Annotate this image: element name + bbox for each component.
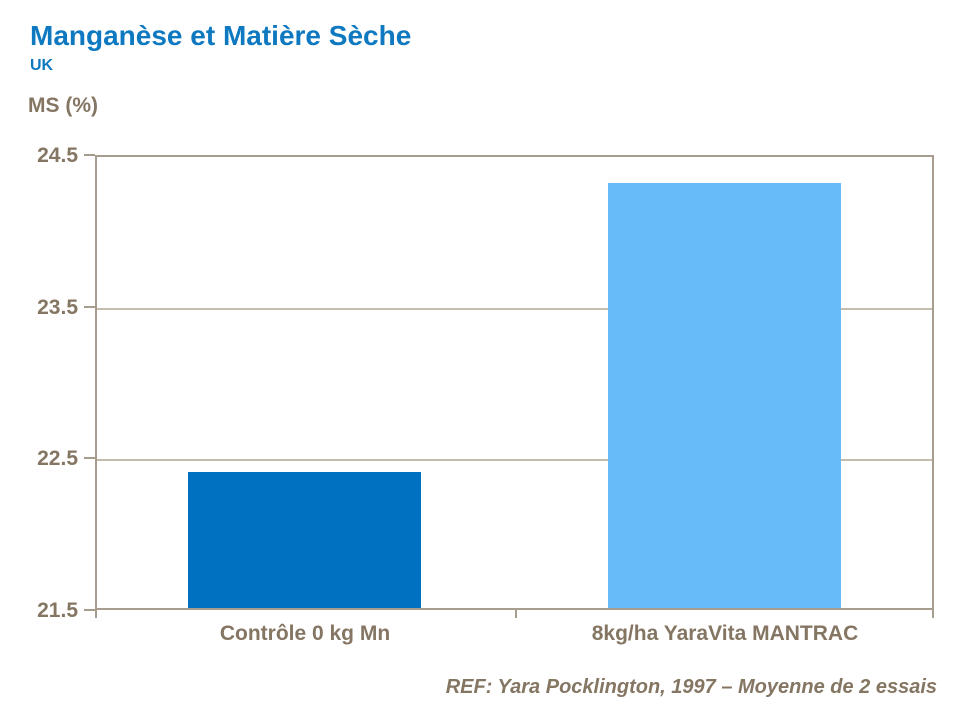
chart-title: Manganèse et Matière Sèche <box>30 20 412 51</box>
plot-area <box>95 155 934 610</box>
y-tick-label: 22.5 <box>37 447 78 470</box>
bar-control <box>188 472 421 608</box>
y-tick-label: 24.5 <box>37 144 78 167</box>
y-tick-mark <box>84 306 95 308</box>
x-tick-mark <box>932 610 934 618</box>
y-tick-label: 21.5 <box>37 599 78 622</box>
gridline <box>97 459 932 461</box>
gridline <box>97 308 932 310</box>
x-category-label: Contrôle 0 kg Mn <box>219 622 391 645</box>
x-tick-mark <box>515 610 517 618</box>
y-tick-mark <box>84 154 95 156</box>
x-category-label: 8kg/ha YaraVita MANTRAC <box>591 622 859 645</box>
y-axis-label: MS (%) <box>28 94 98 117</box>
reference-note: REF: Yara Pocklington, 1997 – Moyenne de… <box>445 676 937 698</box>
chart-subtitle: UK <box>30 57 54 74</box>
x-tick-mark <box>95 610 97 618</box>
y-tick-mark <box>84 457 95 459</box>
bar-treated <box>608 183 841 608</box>
y-tick-label: 23.5 <box>37 296 78 319</box>
y-tick-mark <box>84 609 95 611</box>
